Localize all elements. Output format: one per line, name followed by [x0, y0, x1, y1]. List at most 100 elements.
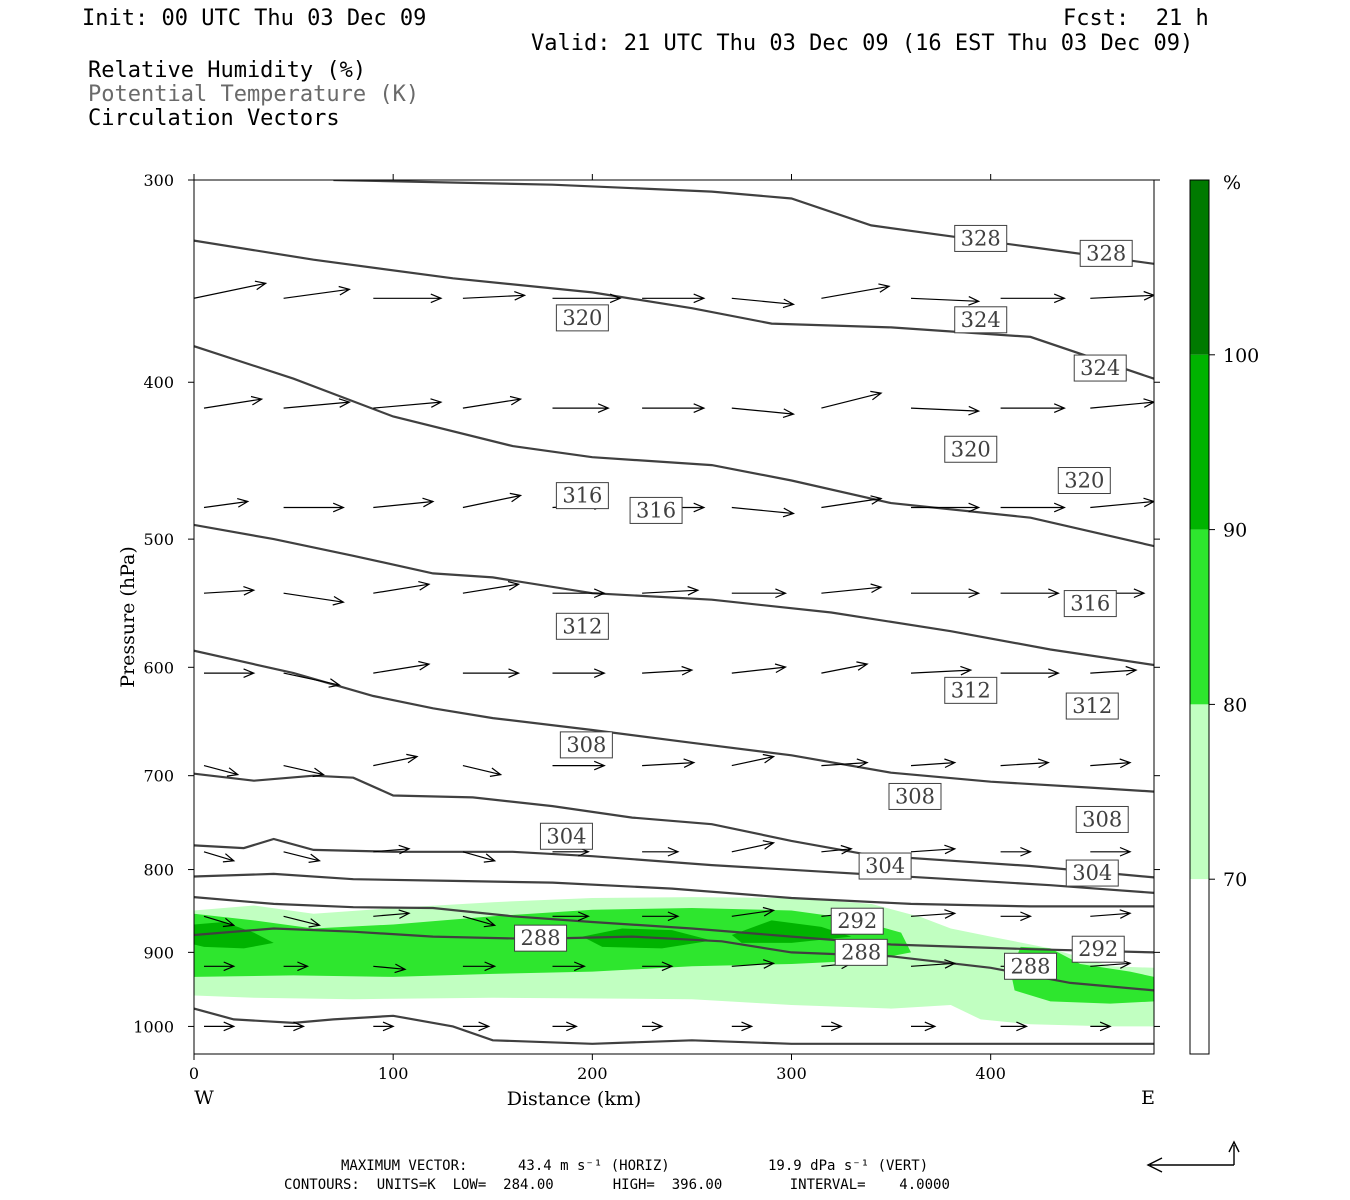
circulation-vector: [462, 851, 497, 863]
circulation-vector: [283, 285, 351, 299]
x-tick-label: 100: [378, 1064, 409, 1083]
y-tick-label: 400: [143, 373, 174, 392]
circulation-vector: [552, 961, 586, 972]
contour-label-box: [888, 782, 942, 810]
contour-label-box: [539, 822, 593, 850]
circulation-vector: [731, 407, 796, 418]
contour-label-316: 316: [636, 498, 676, 522]
rh-core-90: [731, 920, 852, 943]
circulation-vector: [642, 1021, 664, 1032]
circulation-vector: [731, 840, 776, 853]
theta-contour-296: [194, 872, 1154, 908]
circulation-vector: [1000, 502, 1066, 513]
contour-label-box: [629, 496, 683, 524]
contour-info: CONTOURS: UNITS=K LOW= 284.00 HIGH= 396.…: [284, 1177, 950, 1193]
contour-label-box: [858, 852, 912, 880]
circulation-vector: [373, 497, 435, 509]
contour-label-328: 328: [1086, 241, 1126, 265]
theta-contour-292: [194, 896, 1154, 954]
circulation-vector: [1000, 668, 1060, 678]
circulation-vector: [462, 1021, 491, 1032]
x-tick-label: 400: [975, 1064, 1006, 1083]
y-tick-label: 700: [143, 767, 174, 786]
contour-label-308: 308: [566, 733, 606, 757]
contour-label-box: [834, 938, 888, 966]
x-axis-title: Distance (km): [507, 1088, 642, 1110]
circulation-vector: [283, 851, 321, 863]
contour-label-316: 316: [562, 484, 602, 508]
colorbar-segment: [1190, 704, 1209, 880]
contour-label-288: 288: [841, 940, 881, 964]
circulation-vector: [552, 911, 590, 922]
max-vector-label: MAXIMUM VECTOR:: [341, 1158, 468, 1174]
contour-label-320: 320: [951, 437, 991, 461]
colorbar-segment: [1190, 354, 1209, 530]
circulation-vector: [731, 753, 776, 767]
circulation-vector: [204, 961, 236, 972]
circulation-vector: [204, 668, 256, 678]
circulation-vector: [373, 753, 419, 767]
colorbar-segment: [1190, 180, 1209, 355]
circulation-vector: [642, 758, 696, 768]
contour-label-304: 304: [546, 824, 586, 848]
contour-label-box: [1065, 859, 1119, 887]
circulation-vector: [283, 765, 326, 778]
circulation-vector: [911, 588, 981, 599]
circulation-vector: [910, 844, 957, 855]
circulation-vector: [731, 663, 788, 674]
x-end-label-east: E: [1141, 1087, 1155, 1109]
colorbar-label: 70: [1223, 869, 1247, 891]
circulation-vector: [731, 959, 776, 969]
circulation-vector: [462, 291, 527, 301]
circulation-vector: [203, 851, 236, 863]
circulation-vector: [821, 495, 883, 509]
contour-label-324: 324: [1080, 356, 1120, 380]
circulation-vector: [462, 765, 503, 777]
field-theta: Potential Temperature (K): [88, 82, 420, 107]
circulation-vector: [203, 395, 264, 409]
colorbar-segment: [1190, 529, 1209, 705]
circulation-vector: [910, 758, 957, 769]
circulation-vector: [283, 398, 351, 409]
colorbar-label: 90: [1223, 520, 1247, 542]
circulation-vector: [821, 1021, 843, 1032]
x-tick-label: 0: [189, 1064, 199, 1083]
contour-label-box: [954, 224, 1008, 252]
contour-label-box: [954, 306, 1008, 334]
circulation-vector: [821, 283, 891, 299]
contour-label-box: [1004, 952, 1058, 980]
circulation-vector: [462, 492, 523, 509]
theta-contour-284: [194, 1007, 1154, 1045]
circulation-vector: [1000, 403, 1066, 413]
circulation-vector: [283, 672, 341, 688]
circulation-vector: [1090, 497, 1154, 509]
circulation-vector: [552, 1021, 578, 1032]
circulation-vector: [373, 293, 443, 304]
circulation-vector: [1090, 909, 1132, 919]
contour-label-box: [944, 676, 998, 704]
contour-label-304: 304: [1072, 861, 1112, 885]
circulation-vector: [1090, 665, 1138, 676]
theta-contour-324: [194, 239, 1154, 380]
contour-label-box: [1071, 935, 1125, 963]
plot-frame: [193, 179, 1155, 1055]
contour-label-box: [1063, 590, 1117, 618]
theta-contour-304: [194, 837, 1154, 894]
circulation-vector: [642, 293, 706, 304]
max-vector-vert: 19.9 dPa s⁻¹ (VERT): [768, 1158, 929, 1174]
circulation-vector: [552, 668, 606, 678]
contour-label-box: [1075, 805, 1129, 833]
contour-label-box: [944, 435, 998, 463]
contour-label-box: [1065, 692, 1119, 720]
field-rh: Relative Humidity (%): [88, 58, 367, 83]
contour-label-324: 324: [961, 308, 1001, 332]
circulation-vector: [642, 961, 674, 972]
y-axis-title: Pressure (hPa): [117, 546, 139, 688]
circulation-vector: [910, 296, 981, 306]
contour-label-288: 288: [521, 926, 561, 950]
circulation-vector: [462, 395, 523, 409]
circulation-vector: [731, 588, 788, 599]
circulation-vector: [203, 915, 236, 928]
circulation-vector: [821, 583, 883, 594]
